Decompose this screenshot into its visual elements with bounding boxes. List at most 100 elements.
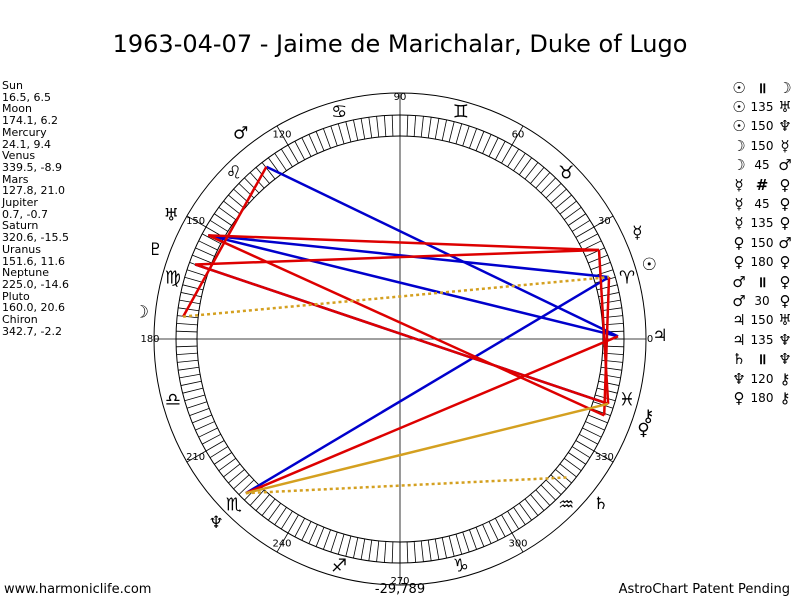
aspect-planet-1-icon: ♀: [733, 388, 745, 407]
sector-divider: [511, 532, 524, 553]
ring-tick: [214, 452, 232, 465]
planet-values: 0.7, -0.7: [2, 207, 48, 221]
moon-icon: ☽: [134, 302, 149, 322]
ring-tick: [198, 240, 218, 251]
ring-tick: [501, 514, 513, 534]
aspect-row: ♀ 150 ♂: [728, 233, 798, 252]
aspect-type: ॥: [757, 78, 767, 97]
ring-tick: [337, 123, 345, 144]
aspect-planet-1-icon: ☽: [732, 156, 746, 175]
planet-name: Moon: [2, 102, 32, 116]
aspect-type: 135: [750, 216, 774, 231]
ring-tick: [287, 144, 299, 164]
degree-label: 120: [272, 130, 291, 141]
planet-name: Chiron: [2, 313, 38, 327]
ring-tick: [535, 489, 551, 506]
ring-tick: [555, 194, 572, 209]
ring-tick: [524, 162, 539, 180]
ring-tick: [353, 119, 359, 141]
ring-tick: [261, 498, 276, 516]
ring-tick: [455, 123, 463, 144]
aspect-planet-2-icon: ♆: [778, 330, 792, 349]
degree-label: 90: [394, 92, 407, 103]
capricorn-icon: ♑: [453, 555, 469, 576]
planet-values: 339.5, -8.9: [2, 160, 62, 174]
ring-tick: [420, 540, 424, 562]
ring-tick: [368, 539, 373, 561]
ring-tick: [501, 144, 513, 164]
degree-label: 30: [598, 216, 611, 227]
ring-tick: [413, 541, 417, 563]
aspect-type: 45: [754, 158, 770, 173]
aspect-row: ♆ 120 ⚷: [728, 369, 798, 388]
ring-tick: [308, 134, 318, 154]
ring-tick: [585, 247, 605, 257]
aspect-planet-1-icon: ☉: [732, 78, 746, 97]
planet-name: Neptune: [2, 266, 50, 280]
ring-tick: [337, 534, 345, 555]
planet-name: Saturn: [2, 219, 39, 233]
ring-tick: [602, 322, 624, 326]
ring-tick: [186, 269, 208, 277]
ring-tick: [360, 118, 366, 140]
ring-tick: [475, 527, 485, 547]
ring-tick: [579, 433, 598, 445]
mercury-icon: ☿: [632, 223, 642, 243]
ring-tick: [571, 219, 591, 232]
ring-tick: [391, 115, 394, 137]
aspect-row: ♃ 135 ♆: [728, 330, 798, 349]
ring-tick: [202, 233, 221, 245]
mars-icon: ♂: [233, 124, 248, 144]
ring-tick: [345, 121, 352, 143]
aspect-planet-1-icon: ♃: [732, 330, 746, 349]
venus-icon: ♀: [637, 420, 649, 440]
ring-tick: [568, 213, 586, 226]
aspect-planet-2-icon: ☿: [780, 136, 790, 155]
aspect-type: 150: [750, 119, 774, 134]
ring-tick: [559, 463, 577, 478]
ring-tick: [441, 119, 447, 141]
leo-icon: ♌: [226, 162, 242, 183]
aspect-planet-1-icon: ♄: [732, 350, 746, 369]
ring-tick: [427, 539, 432, 561]
ring-tick: [513, 153, 526, 171]
aspect-type: ॥: [757, 272, 767, 291]
ring-tick: [455, 534, 463, 555]
ring-tick: [530, 494, 545, 511]
sector-divider: [511, 125, 524, 146]
aspect-row: ♀ 180 ⚷: [728, 388, 798, 407]
aspect-line: [194, 263, 609, 406]
ring-tick: [535, 172, 551, 189]
planet-values: 127.8, 21.0: [2, 184, 65, 198]
ring-tick: [540, 484, 556, 501]
ring-tick: [186, 401, 208, 409]
ring-tick: [462, 125, 470, 147]
aspect-planet-1-icon: ♆: [732, 369, 746, 388]
ring-tick: [540, 177, 556, 194]
planet-name: Pluto: [2, 289, 30, 303]
sun-icon: ☉: [642, 255, 657, 275]
aspect-line: [245, 476, 569, 495]
ring-tick: [261, 162, 276, 180]
aspect-planet-1-icon: ☉: [732, 98, 746, 117]
ring-tick: [274, 507, 287, 525]
ring-tick: [376, 540, 380, 562]
planet-values: 174.1, 6.2: [2, 114, 58, 128]
ring-tick: [176, 345, 198, 348]
ring-tick: [223, 200, 241, 215]
aspect-type: 150: [750, 138, 774, 153]
aspect-planet-2-icon: ♀: [779, 291, 791, 310]
aspect-planet-2-icon: ♀: [779, 253, 791, 272]
ring-tick: [280, 510, 293, 530]
aspect-type: ॥: [757, 350, 767, 369]
aspect-type: 135: [750, 332, 774, 347]
ring-tick: [494, 141, 506, 160]
aspect-row: ☿ 45 ♀: [728, 194, 798, 213]
ring-tick: [513, 507, 526, 525]
ring-tick: [448, 121, 455, 143]
zodiac-ring: [153, 92, 647, 586]
ring-tick: [555, 469, 572, 484]
aspect-row: ☉ 150 ♆: [728, 117, 798, 136]
planet-values: 342.7, -2.2: [2, 324, 62, 338]
